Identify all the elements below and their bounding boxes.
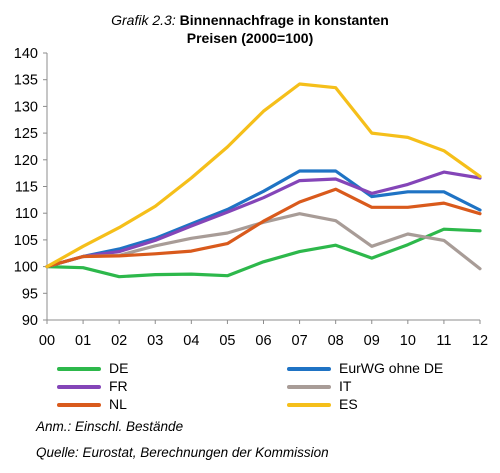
x-tick-label: 01 xyxy=(75,333,91,349)
legend-swatch xyxy=(287,403,331,407)
y-tick-label: 100 xyxy=(14,260,38,276)
y-tick-label: 130 xyxy=(14,99,38,115)
x-tick-label: 10 xyxy=(400,333,416,349)
figure-number: Grafik 2.3: xyxy=(111,12,176,28)
annotation-note: Anm.: Einschl. Bestände xyxy=(36,419,184,434)
y-tick-label: 120 xyxy=(14,153,38,169)
chart-title-line-2: Preisen (2000=100) xyxy=(0,30,500,46)
x-tick-label: 04 xyxy=(183,333,199,349)
x-tick-label: 02 xyxy=(111,333,127,349)
x-tick-label: 00 xyxy=(39,333,55,349)
y-tick-label: 115 xyxy=(15,180,38,196)
legend-swatch xyxy=(287,367,331,371)
y-tick-label: 90 xyxy=(22,313,38,329)
title-text-1: Binnennachfrage in konstanten xyxy=(179,12,389,28)
x-tick-label: 06 xyxy=(255,333,271,349)
x-tick-label: 07 xyxy=(292,333,308,349)
legend-label: DE xyxy=(109,360,129,376)
series-line-eurwg-ohne-de xyxy=(45,169,482,269)
x-tick-label: 12 xyxy=(472,333,488,349)
legend-swatch xyxy=(287,385,331,389)
y-tick-label: 135 xyxy=(14,73,38,89)
source-note: Quelle: Eurostat, Berechnungen der Kommi… xyxy=(36,445,329,460)
chart-title-line-1: Grafik 2.3: Binnennachfrage in konstante… xyxy=(0,12,500,28)
y-tick-label: 110 xyxy=(15,206,38,222)
x-tick-label: 03 xyxy=(147,333,163,349)
x-tick-label: 09 xyxy=(364,333,380,349)
legend-label: NL xyxy=(109,396,127,412)
title-text-2: Preisen (2000=100) xyxy=(186,30,314,46)
series-line-de xyxy=(45,227,482,279)
series-line-fr xyxy=(45,170,482,269)
y-tick-label: 95 xyxy=(22,286,38,302)
legend-label: EurWG ohne DE xyxy=(339,360,444,376)
x-tick-label: 11 xyxy=(436,333,451,349)
legend-swatch xyxy=(57,385,101,389)
series-line-nl xyxy=(45,187,482,269)
series-line-es xyxy=(45,82,482,269)
legend-swatch xyxy=(57,367,101,371)
y-tick-label: 105 xyxy=(14,233,38,249)
legend-swatch xyxy=(57,403,101,407)
y-tick-label: 140 xyxy=(14,46,38,62)
y-tick-label: 125 xyxy=(14,126,38,142)
x-tick-label: 05 xyxy=(219,333,235,349)
legend-label: IT xyxy=(339,378,352,394)
legend-label: FR xyxy=(109,378,128,394)
legend-label: ES xyxy=(339,396,358,412)
x-tick-label: 08 xyxy=(328,333,344,349)
